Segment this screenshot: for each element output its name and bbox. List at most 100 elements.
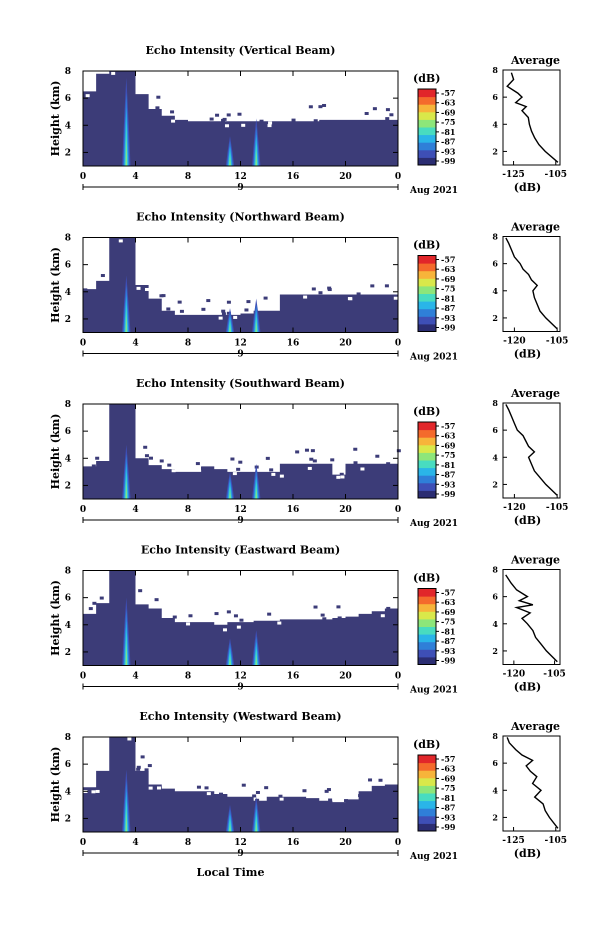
speckle <box>91 790 96 794</box>
panel-title: Echo Intensity (Southward Beam) <box>136 377 345 390</box>
colorbar-tick-label: -87 <box>441 470 455 480</box>
panel-eastward: Echo Intensity (Eastward Beam)2468Height… <box>49 544 566 696</box>
colorbar-segment <box>418 278 436 287</box>
average-y-tick-label: 6 <box>492 92 498 102</box>
speckle <box>144 287 149 291</box>
colorbar-segment <box>418 437 436 446</box>
speckle <box>232 472 237 476</box>
colorbar-segment <box>418 301 436 310</box>
speckle <box>226 311 231 315</box>
x-tick-label: 4 <box>132 505 138 515</box>
colorbar-segment <box>418 656 436 665</box>
speckle <box>324 789 329 793</box>
average-x-tick-label: -105 <box>545 170 568 180</box>
x-tick-label: 0 <box>80 672 86 682</box>
colorbar-segment <box>418 823 436 832</box>
average-frame <box>502 569 561 665</box>
colorbar-tick-label: -75 <box>441 783 455 793</box>
colorbar-tick-label: -57 <box>441 88 455 98</box>
speckle <box>241 783 246 787</box>
speckle <box>226 113 231 117</box>
average-y-tick-label: 8 <box>492 398 498 408</box>
speckle <box>246 300 251 304</box>
average-x-tick-label: -105 <box>545 836 568 846</box>
y-tick-label: 6 <box>65 594 71 604</box>
speckle <box>330 458 335 462</box>
x-tick-label: 8 <box>185 505 191 515</box>
average-line <box>505 404 558 496</box>
speckle <box>83 288 88 292</box>
colorbar-frame <box>417 588 437 665</box>
speckle <box>156 95 161 99</box>
speckle <box>244 308 249 312</box>
x-tick-label: 16 <box>287 505 300 515</box>
colorbar-tick-label: -75 <box>441 117 455 127</box>
speckle <box>264 786 269 790</box>
speckle <box>326 788 331 792</box>
colorbar-segment <box>418 482 436 491</box>
colorbar-segment <box>418 127 436 136</box>
panel-westward: Echo Intensity (Westward Beam)2468Height… <box>49 710 567 879</box>
speckle <box>237 112 242 116</box>
y-tick-label: 2 <box>65 148 71 158</box>
speckle <box>166 307 171 311</box>
speckle <box>372 107 377 111</box>
speckle <box>171 119 176 123</box>
echo-peak <box>255 321 257 333</box>
speckle <box>328 798 333 802</box>
x-tick-label: 4 <box>132 672 138 682</box>
average-title: Average <box>510 54 560 67</box>
average-x-tick-label: -125 <box>502 170 525 180</box>
colorbar-segment <box>418 89 436 98</box>
colorbar-segment <box>418 308 436 317</box>
speckle <box>111 71 116 75</box>
average-title: Average <box>510 554 560 567</box>
average-x-tick-label: -120 <box>503 670 526 680</box>
speckle <box>265 456 270 460</box>
average-x-tick-label: -125 <box>502 836 525 846</box>
colorbar-segment <box>418 596 436 605</box>
average-line <box>505 574 558 663</box>
average-line <box>506 72 559 163</box>
month-label: Aug 2021 <box>409 852 458 862</box>
echo-peak <box>229 490 231 499</box>
average-y-tick-label: 6 <box>492 592 498 602</box>
x-tick-label: 0 <box>80 838 86 848</box>
speckle <box>159 294 164 298</box>
speckle <box>239 618 244 622</box>
echo-peak <box>125 481 127 499</box>
speckle <box>337 616 342 620</box>
speckle <box>385 117 390 121</box>
echo-peak <box>255 654 257 666</box>
y-tick-label: 4 <box>65 787 71 797</box>
speckle <box>267 124 272 128</box>
speckle <box>226 610 231 614</box>
speckle <box>396 449 401 453</box>
colorbar-segment <box>418 815 436 824</box>
colorbar-segment <box>418 490 436 499</box>
speckle <box>148 456 153 460</box>
colorbar-tick-label: -99 <box>441 156 456 166</box>
colorbar-frame <box>417 421 437 499</box>
speckle <box>311 287 316 291</box>
colorbar-tick-label: -63 <box>441 264 456 274</box>
average-y-tick-label: 6 <box>492 758 498 768</box>
colorbar-tick-label: -87 <box>441 636 455 646</box>
colorbar-segment <box>418 618 436 627</box>
average-y-tick-label: 4 <box>492 119 498 129</box>
speckle <box>307 466 312 470</box>
speckle <box>389 113 394 117</box>
y-tick-label: 8 <box>65 67 71 77</box>
colorbar-tick-label: -93 <box>441 146 456 156</box>
panel-northward: Echo Intensity (Northward Beam)2468Heigh… <box>49 211 568 363</box>
average-frame <box>502 735 561 832</box>
speckle <box>143 445 148 449</box>
colorbar-segment <box>418 452 436 461</box>
y-tick-label: 4 <box>65 621 71 631</box>
panel-southward: Echo Intensity (Southward Beam)2468Heigh… <box>49 377 568 529</box>
speckle <box>100 274 105 278</box>
colorbar-tick-label: -99 <box>441 656 456 666</box>
speckle <box>255 790 260 794</box>
month-label: Aug 2021 <box>409 186 458 196</box>
colorbar-segment <box>418 793 436 802</box>
